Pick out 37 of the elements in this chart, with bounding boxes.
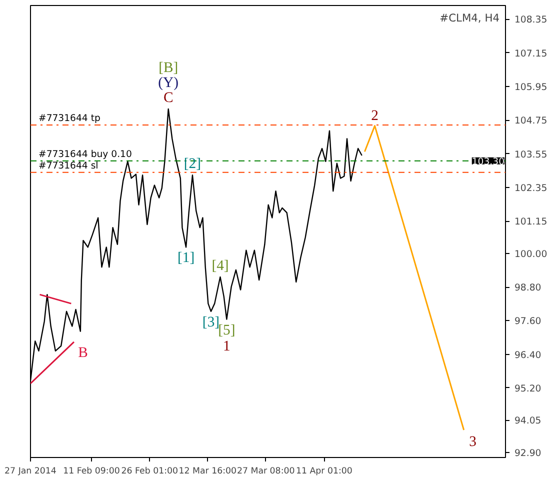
y-tick-label: 94.05 [514,416,542,427]
annotation: 1 [223,338,230,354]
ref-line-label: #7731644 buy 0.10 [38,148,132,160]
text: #CLM4, H4 [440,12,500,24]
y-tick-label: 102.35 [514,182,548,194]
x-tick-label: 27 Mar 08:00 [236,466,295,476]
ref-line-label: #7731644 tp [38,112,100,124]
annotation: [3] [202,314,220,330]
annotation: [4] [212,258,229,274]
x-tick-label: 12 Mar 16:00 [178,466,237,476]
annotation: C [163,90,174,106]
x-tick-label: 11 Apr 01:00 [296,466,352,476]
y-tick-label: 95.20 [514,383,542,394]
annotation: [B] [158,60,178,76]
y-tick-label: 101.15 [514,216,548,228]
annotation: 103.30 [472,156,505,168]
y-tick-label: 97.60 [514,316,542,328]
ref-line-label: #7731644 sl [38,160,98,172]
annotation: 2 [371,108,378,124]
y-tick-label: 96.40 [514,350,542,361]
annotation: 3 [469,434,477,450]
y-tick-label: 98.80 [514,282,542,294]
y-tick-label: 108.35 [514,14,548,26]
y-tick-label: 107.15 [514,48,548,60]
x-tick-label: 11 Feb 09:00 [63,466,120,476]
annotation: [2] [184,156,202,172]
x-tick-label: 27 Jan 2014 [4,466,57,476]
y-tick-label: 105.95 [514,82,548,94]
y-tick-label: 100.00 [514,248,548,260]
y-tick-label: 104.75 [514,116,548,127]
annotation: (Y) [158,74,179,91]
annotation: [5] [218,322,236,338]
y-tick-label: 103.55 [514,149,548,160]
x-tick-label: 26 Feb 01:00 [121,466,178,476]
annotation: [1] [177,250,195,266]
y-tick-label: 92.90 [514,448,542,459]
annotation: B [78,344,88,361]
